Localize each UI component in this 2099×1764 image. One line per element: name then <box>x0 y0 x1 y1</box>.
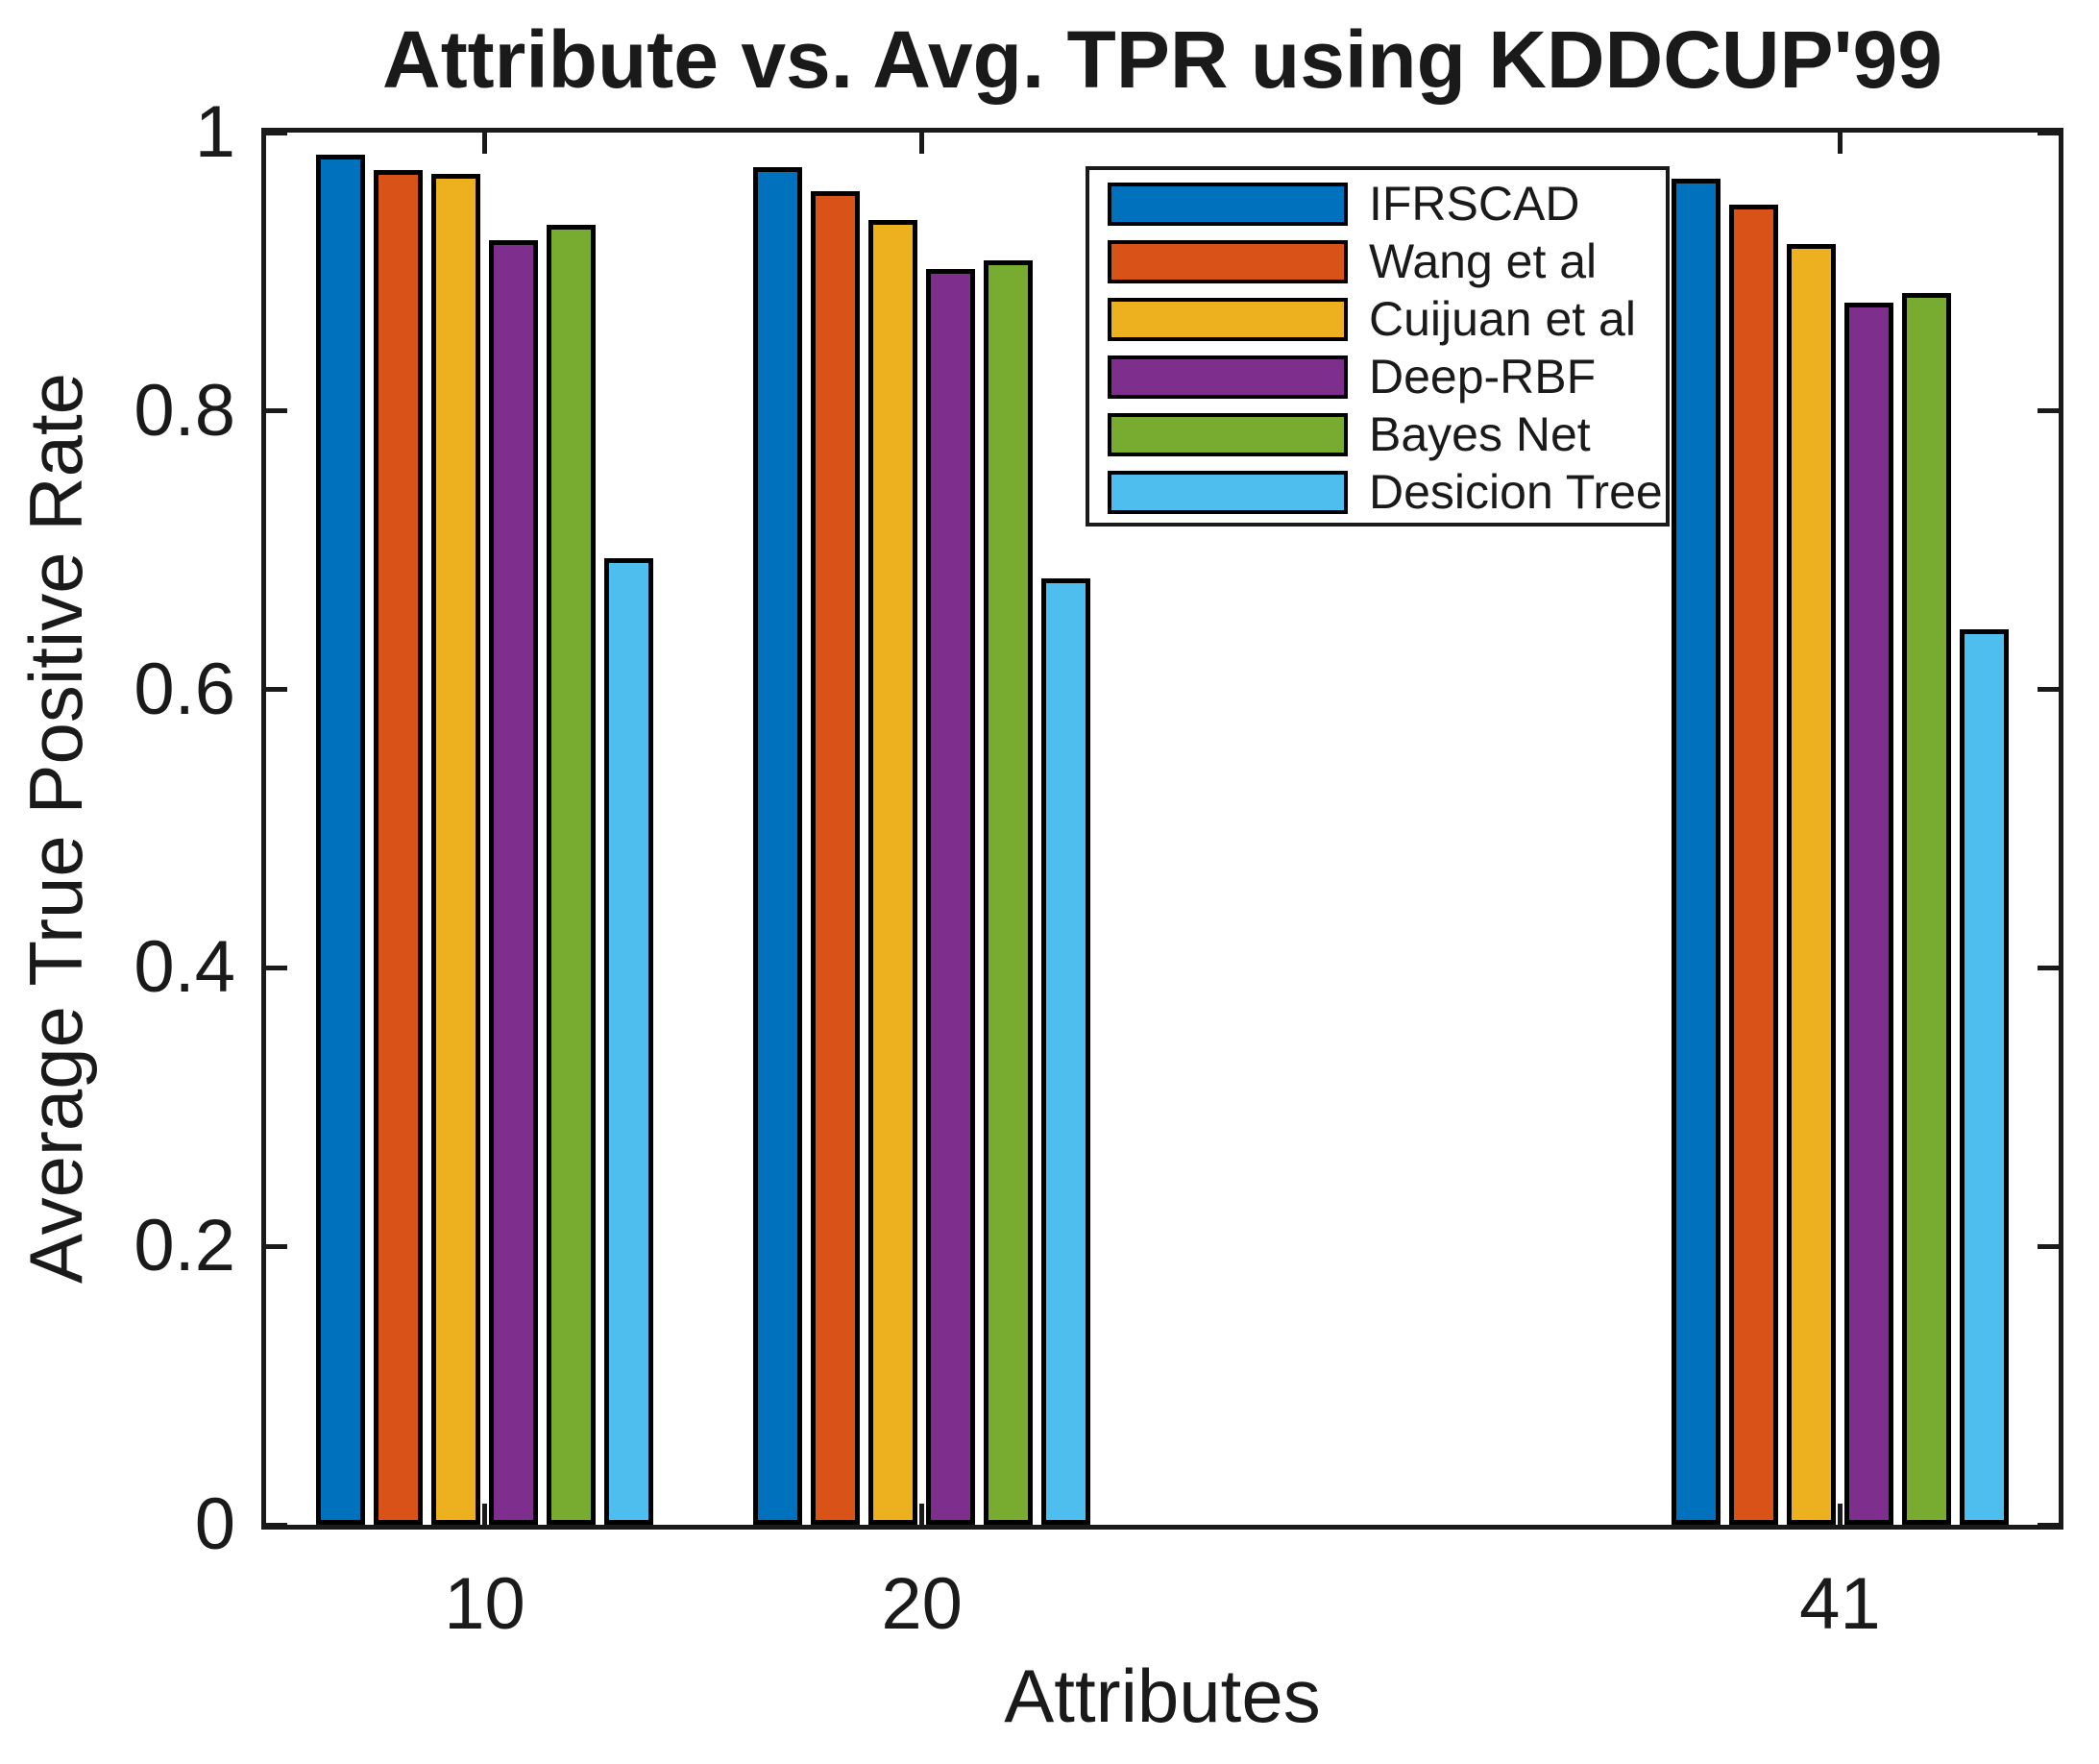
legend-label: Cuijuan et al <box>1369 292 1636 346</box>
y-tick-left <box>266 130 287 135</box>
legend-label: Bayes Net <box>1369 407 1591 461</box>
y-tick-right <box>2038 965 2059 970</box>
x-tick-bottom <box>919 1504 925 1525</box>
legend-swatch-ifrscad <box>1108 183 1348 226</box>
bar-cuijuan-et-al-20 <box>868 220 918 1525</box>
y-tick-left <box>266 687 287 693</box>
y-tick-right <box>2038 687 2059 693</box>
y-tick-right <box>2038 408 2059 414</box>
legend-swatch-deep-rbf <box>1108 355 1348 399</box>
legend-swatch-wang-et-al <box>1108 240 1348 283</box>
legend-swatch-bayes-net <box>1108 413 1348 456</box>
x-tick-bottom <box>482 1504 488 1525</box>
bar-bayes-net-20 <box>984 260 1034 1525</box>
chart-title: Attribute vs. Avg. TPR using KDDCUP'99 <box>382 14 1942 105</box>
bar-wang-et-al-41 <box>1728 205 1778 1525</box>
x-tick-bottom <box>1837 1504 1843 1525</box>
bar-cuijuan-et-al-41 <box>1786 243 1836 1525</box>
y-tick-left <box>266 1522 287 1528</box>
bar-deep-rbf-20 <box>926 269 976 1525</box>
y-tick-right <box>2038 130 2059 135</box>
bar-ifrscad-41 <box>1671 178 1721 1525</box>
bar-wang-et-al-20 <box>811 190 861 1525</box>
x-tick-label: 20 <box>881 1563 963 1645</box>
bar-cuijuan-et-al-10 <box>431 174 481 1525</box>
bar-wang-et-al-10 <box>374 170 424 1525</box>
bar-desicion-tree-10 <box>604 558 654 1525</box>
x-tick-top <box>482 133 488 154</box>
y-tick-label: 0.4 <box>134 926 235 1009</box>
x-axis-label: Attributes <box>1004 1654 1321 1738</box>
bar-ifrscad-20 <box>753 167 803 1525</box>
y-tick-right <box>2038 1522 2059 1528</box>
bar-desicion-tree-41 <box>1959 629 2009 1525</box>
x-tick-top <box>919 133 925 154</box>
bar-bayes-net-10 <box>547 224 597 1525</box>
legend-label: IFRSCAD <box>1369 177 1580 231</box>
y-tick-label: 1 <box>194 91 235 173</box>
y-tick-label: 0.2 <box>134 1205 235 1287</box>
x-tick-label: 10 <box>444 1563 525 1645</box>
bar-ifrscad-10 <box>316 155 366 1525</box>
legend-swatch-desicion-tree <box>1108 471 1348 514</box>
y-tick-label: 0.6 <box>134 648 235 730</box>
y-tick-left <box>266 1243 287 1249</box>
y-tick-right <box>2038 1243 2059 1249</box>
legend-swatch-cuijuan-et-al <box>1108 298 1348 341</box>
y-tick-label: 0 <box>194 1483 235 1565</box>
x-tick-label: 41 <box>1799 1563 1881 1645</box>
bar-bayes-net-41 <box>1901 292 1951 1525</box>
bar-desicion-tree-20 <box>1041 577 1091 1525</box>
y-axis-label: Average True Positive Rate <box>13 372 98 1285</box>
bar-deep-rbf-10 <box>489 239 539 1525</box>
y-tick-left <box>266 965 287 970</box>
legend-label: Deep-RBF <box>1369 350 1597 404</box>
legend: IFRSCAD Wang et al Cuijuan et al Deep-RBF Ba… <box>1086 166 1670 527</box>
y-tick-label: 0.8 <box>134 369 235 452</box>
x-tick-top <box>1837 133 1843 154</box>
legend-label: Desicion Tree <box>1369 465 1663 519</box>
legend-label: Wang et al <box>1369 234 1598 288</box>
bar-deep-rbf-41 <box>1843 302 1893 1525</box>
y-tick-left <box>266 408 287 414</box>
